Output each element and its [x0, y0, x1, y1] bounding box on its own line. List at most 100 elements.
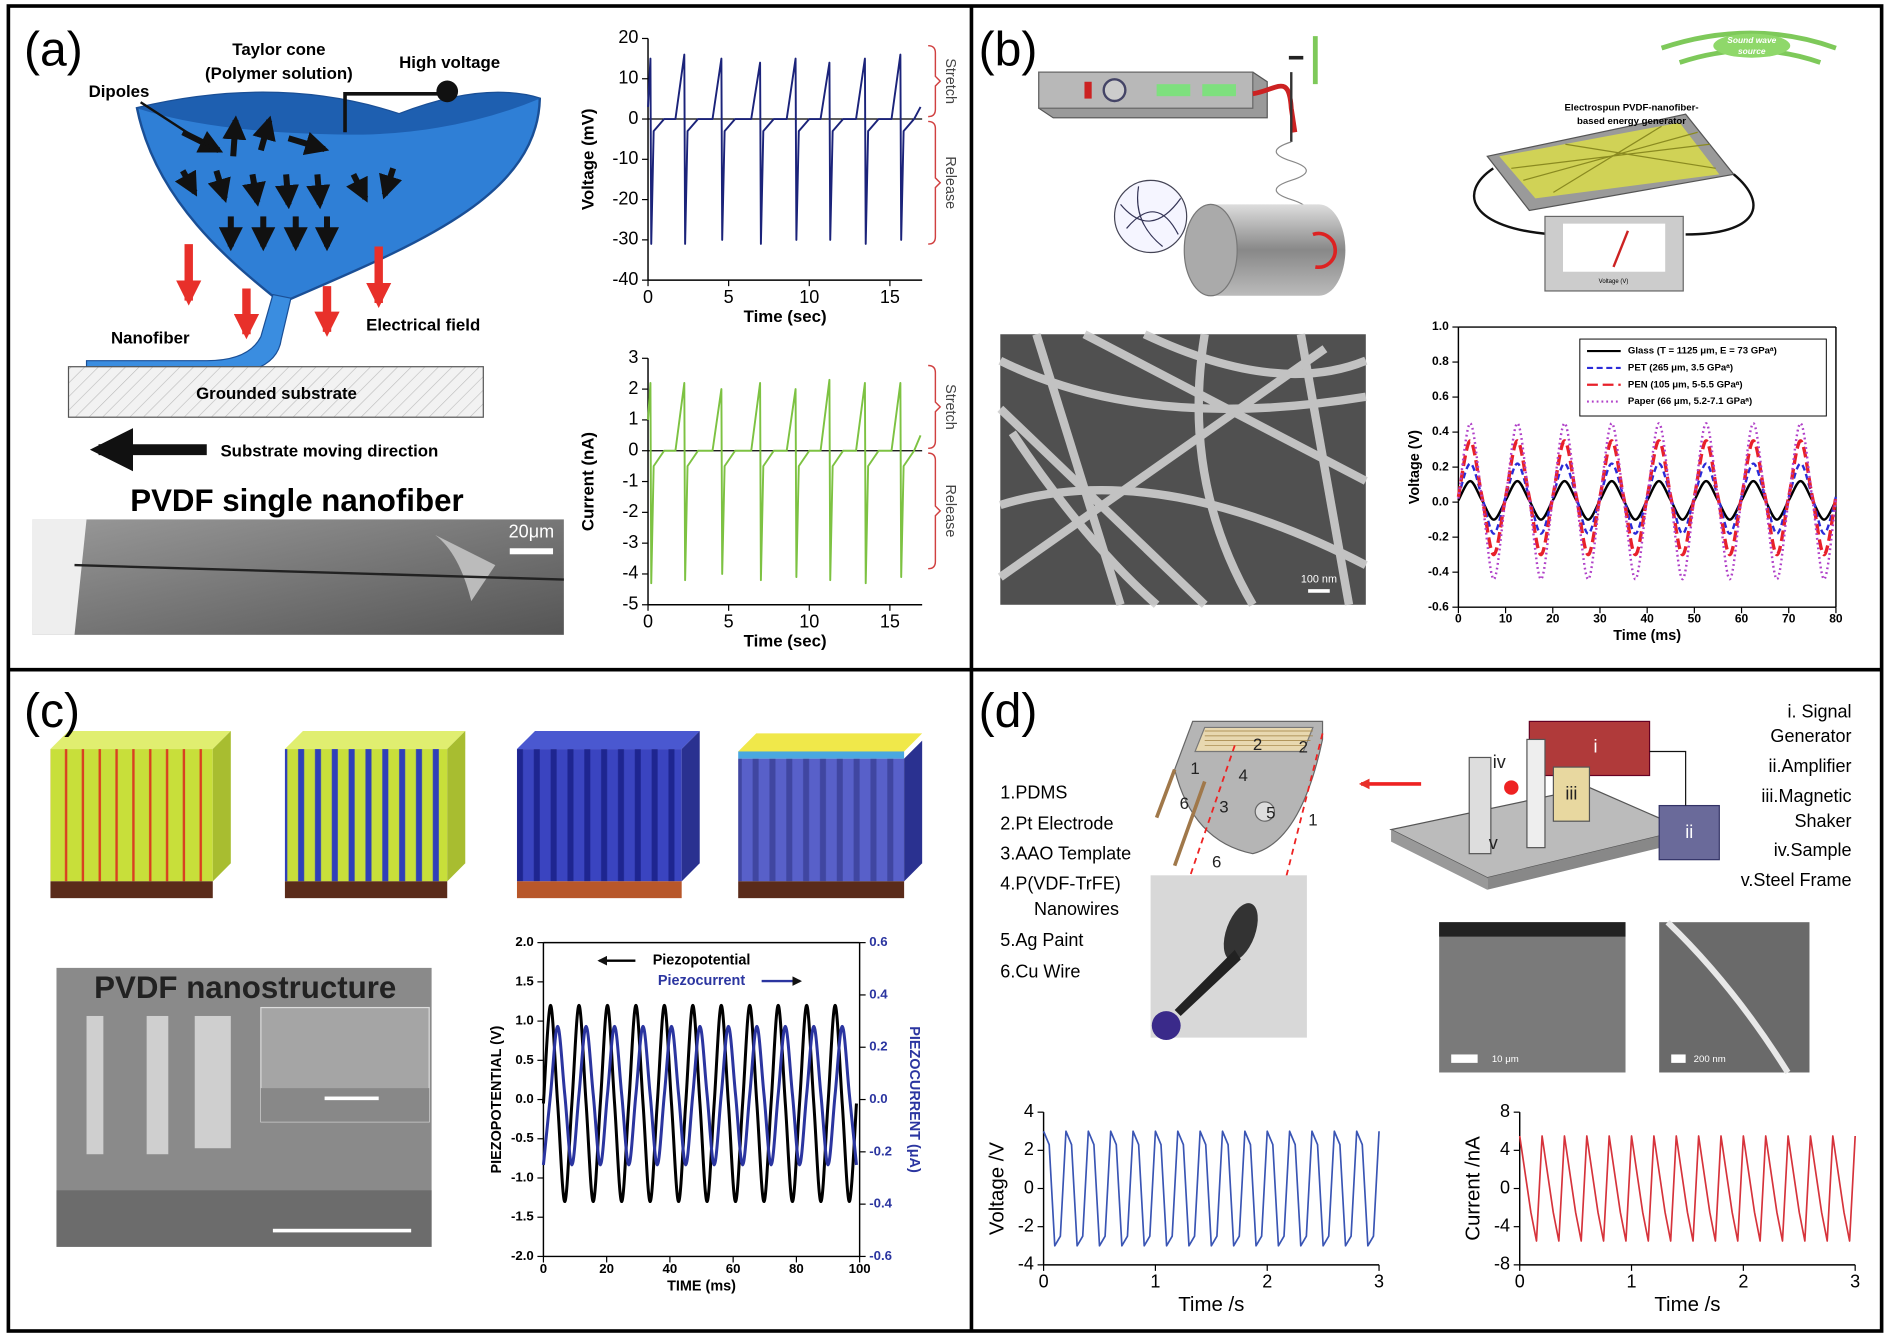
y-tick-label: -40 — [612, 269, 638, 289]
y-tick-label: -5 — [622, 594, 638, 614]
y2-tick-label: -0.6 — [869, 1248, 892, 1263]
illustration-shape — [343, 91, 445, 133]
x-tick-label: 2 — [1262, 1272, 1272, 1292]
illustration-shape — [1487, 829, 1686, 890]
data-line — [1456, 439, 1838, 557]
y-tick-label: 2.0 — [515, 934, 533, 949]
illustration-shape — [284, 749, 448, 882]
illustration-shape — [379, 167, 403, 200]
y2-tick-label: 0.6 — [869, 934, 887, 949]
illustration-shape — [32, 519, 87, 635]
part-label: 3.AAO Template — [1000, 844, 1131, 864]
x-tick-label: 80 — [1829, 611, 1843, 625]
illustration-shape — [242, 173, 266, 207]
chart: -4 -2 0 2 4 0 1 2 3 Time /s Voltage /V — [986, 1101, 1384, 1316]
illustration-shape — [74, 563, 564, 581]
illustration-shape — [1204, 730, 1313, 746]
illustration-shape — [1468, 756, 1492, 855]
setup-numeral: v — [1489, 833, 1498, 853]
x-tick-label: 10 — [1499, 611, 1513, 625]
chart: -0.6 -0.4 -0.2 0.0 0.2 0.4 0.6 0.8 1.0 0 10 20 30 40 5… — [1407, 319, 1843, 644]
y-tick-label: 0 — [1500, 1177, 1510, 1197]
chart: -5 -4 -3 -2 -1 0 1 2 3 0 5 10 15 Time (sec) Current (n… — [579, 347, 958, 650]
illustration-shape — [1612, 230, 1630, 268]
illustration-shape — [346, 172, 369, 203]
annotation: Release — [942, 156, 958, 209]
illustration-shape — [1671, 1054, 1686, 1063]
panel-b-illustration — [997, 30, 1837, 608]
scale-bar-label: 200 nm — [1694, 1054, 1726, 1065]
y-tick-label: -1 — [622, 470, 638, 490]
x-tick-label: 5 — [724, 287, 734, 307]
y-tick-label: -1.5 — [511, 1209, 534, 1224]
illustration-shape — [67, 366, 484, 418]
illustration-shape — [738, 881, 905, 899]
x-axis-label: Time (sec) — [744, 632, 827, 651]
x-tick-label: 50 — [1688, 611, 1702, 625]
setup-numeral: ii — [1685, 822, 1693, 842]
x-tick-label: 100 — [849, 1261, 871, 1276]
y-tick-label: -10 — [612, 148, 638, 168]
illustration-shape — [1154, 768, 1207, 867]
chart: -2.0 -1.5 -1.0 -0.5 0.0 0.5 1.0 1.5 2.0 0 20 40 60 80… — [489, 934, 922, 1294]
illustration-shape — [275, 174, 299, 210]
y-tick-label: -2.0 — [511, 1248, 534, 1263]
legend-box — [1579, 338, 1827, 417]
illustration-shape — [86, 1015, 231, 1155]
x-tick-label: 15 — [880, 612, 900, 632]
annotation: Release — [942, 484, 958, 537]
illustration-shape — [738, 751, 905, 759]
x-tick-label: 40 — [1640, 611, 1654, 625]
data-line — [541, 1003, 858, 1204]
pointer — [139, 101, 218, 153]
brace — [928, 364, 942, 450]
x-tick-label: 60 — [726, 1261, 741, 1276]
illustration-shape — [1151, 1011, 1181, 1041]
panel-d-illustration — [1150, 720, 1810, 1075]
setup-label: ii.Amplifier — [1768, 756, 1851, 776]
y-tick-label: 4 — [1024, 1101, 1034, 1121]
y-tick-label: 0.5 — [515, 1052, 533, 1067]
x-tick-label: 1 — [1627, 1272, 1637, 1292]
x-tick-label: 3 — [1850, 1272, 1860, 1292]
y-tick-label: 1.0 — [1432, 319, 1449, 333]
illustration-shape — [1552, 766, 1591, 822]
illustration-shape — [252, 115, 276, 152]
illustration-shape — [1713, 33, 1791, 58]
y-tick-label: 0.2 — [1432, 459, 1449, 473]
annotation: Nanofiber — [111, 329, 190, 348]
illustration-shape — [1142, 330, 1368, 379]
part-number: 6 — [1180, 794, 1189, 813]
panel-label: (c) — [24, 684, 80, 738]
y-tick-label: 0.0 — [1432, 494, 1449, 508]
part-label: 4.P(VDF-TrFE) — [1000, 874, 1120, 894]
illustration-shape — [272, 1228, 412, 1233]
data-line — [1457, 422, 1838, 581]
illustration-shape — [1194, 333, 1257, 607]
panel-label: (b) — [979, 23, 1038, 77]
y2-tick-label: 0.2 — [869, 1039, 887, 1054]
illustration-shape — [260, 1088, 430, 1122]
y-tick-label: -0.2 — [1428, 529, 1449, 543]
illustration-shape — [50, 881, 213, 899]
annotation: (Polymer solution) — [205, 64, 353, 83]
y-tick-label: 0.0 — [515, 1091, 533, 1106]
x-tick-label: 0 — [540, 1261, 547, 1276]
y-tick-label: 0.4 — [1432, 424, 1449, 438]
y-tick-label: 4 — [1500, 1139, 1510, 1159]
part-number: 2 — [1253, 735, 1262, 754]
scale-bar-label: 20μm — [509, 521, 554, 541]
chart: -8 -4 0 4 8 0 1 2 3 Time /s Current /nA — [1462, 1101, 1860, 1316]
y-tick-label: 10 — [618, 68, 638, 88]
x-tick-label: 10 — [799, 287, 819, 307]
part-number: 5 — [1266, 803, 1275, 822]
y-tick-label: -20 — [612, 188, 638, 208]
illustration-shape — [207, 169, 231, 203]
setup-label: i. Signal — [1787, 702, 1851, 722]
y2-tick-label: 0.0 — [869, 1091, 887, 1106]
illustration-shape — [1102, 78, 1127, 103]
chart: -40 -30 -20 -10 0 10 20 0 5 10 15 Time (sec) Voltage… — [579, 27, 958, 326]
y-tick-label: 0 — [628, 108, 638, 128]
illustration-shape — [1008, 430, 1160, 608]
legend-label: PEN (105 μm, 5-5.5 GPaᵃ) — [1628, 379, 1743, 390]
